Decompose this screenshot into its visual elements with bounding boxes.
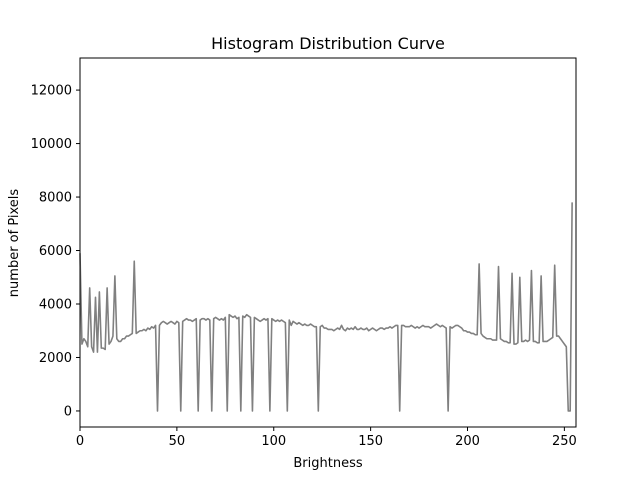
y-tick-label: 8000 <box>39 191 72 206</box>
plot-frame <box>79 57 577 428</box>
y-tick-label: 12000 <box>31 84 72 99</box>
y-tick-label: 0 <box>64 404 72 419</box>
series-line-0 <box>79 202 573 412</box>
x-tick-label: 50 <box>169 434 186 449</box>
x-tick-label: 100 <box>261 434 286 449</box>
x-tick-label: 150 <box>358 434 383 449</box>
x-tick-label: 250 <box>552 434 577 449</box>
y-tick-label: 2000 <box>39 351 72 366</box>
y-tick-label: 4000 <box>39 298 72 313</box>
x-axis-label: Brightness <box>293 456 362 471</box>
y-axis-label: number of Pixels <box>7 189 22 298</box>
plot-area: 0 50 100 150 200 250 0 2000 4000 6000 8000 10000 120… <box>31 57 577 449</box>
y-tick-label: 10000 <box>31 137 72 152</box>
chart-title: Histogram Distribution Curve <box>211 34 445 53</box>
y-tick-label: 6000 <box>39 244 72 259</box>
x-tick-label: 200 <box>455 434 480 449</box>
x-tick-label: 0 <box>76 434 84 449</box>
